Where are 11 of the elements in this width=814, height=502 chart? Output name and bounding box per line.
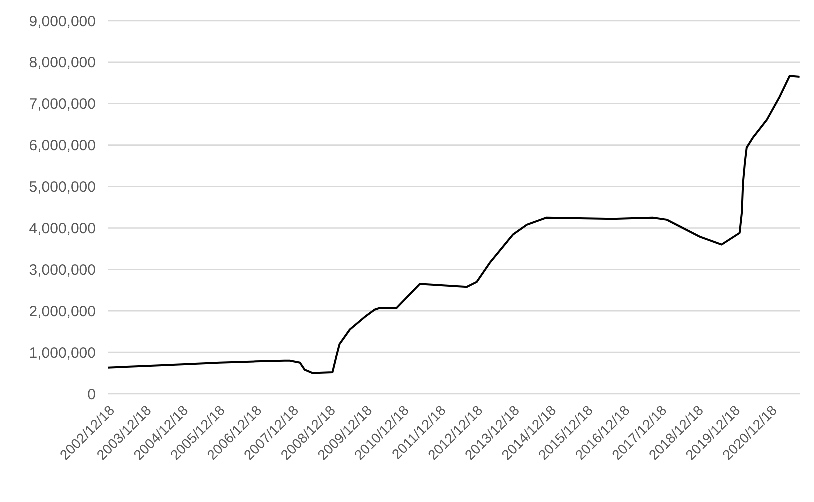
- y-tick-label: 3,000,000: [29, 262, 96, 279]
- line-series: [107, 75, 801, 374]
- y-tick-label: 5,000,000: [29, 179, 96, 196]
- y-tick-label: 7,000,000: [29, 96, 96, 114]
- y-tick-label: 4,000,000: [29, 220, 96, 238]
- y-tick-label: 9,000,000: [29, 13, 96, 30]
- y-tick-label: 0: [88, 386, 96, 404]
- y-tick-label: 6,000,000: [29, 138, 96, 155]
- y-tick-label: 1,000,000: [29, 344, 96, 362]
- y-tick-label: 2,000,000: [29, 303, 96, 320]
- y-tick-label: 8,000,000: [29, 54, 96, 72]
